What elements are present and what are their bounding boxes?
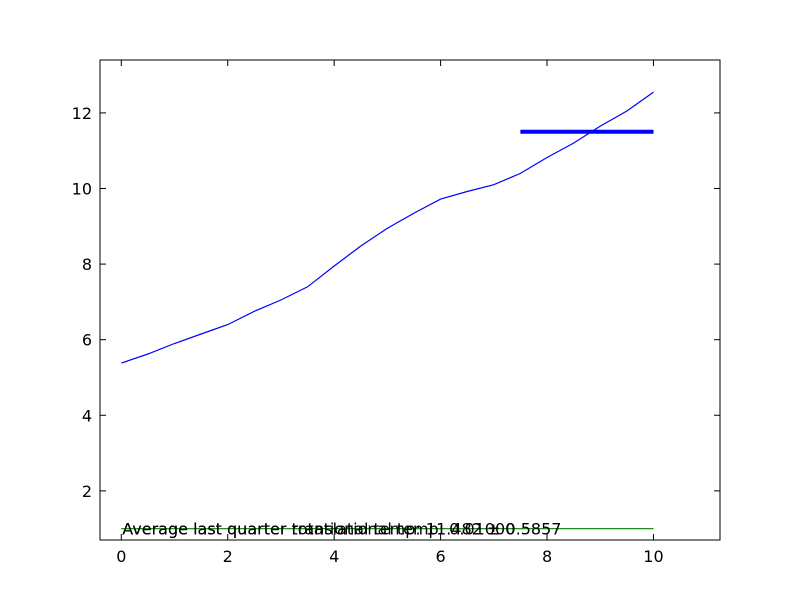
x-tick-label: 6: [436, 547, 446, 566]
y-tick-label: 4: [82, 406, 92, 425]
annotation-text-1: Average last quarter rotational temp: 11…: [122, 520, 561, 539]
annotation-text-2: Average last quarter translational temp:…: [122, 520, 515, 539]
tick-layer: 0 2 4 6 8 10 2 4 6 8 10 12: [72, 60, 720, 566]
x-tick-label: 2: [223, 547, 233, 566]
x-tick-label: 8: [542, 547, 552, 566]
annotation-layer: Average last quarter rotational temp: 11…: [122, 520, 561, 539]
x-tick-label: 0: [116, 547, 126, 566]
plot-area: [100, 60, 720, 540]
y-tick-label: 8: [82, 255, 92, 274]
y-tick-label: 6: [82, 331, 92, 350]
plot-frame: [99, 59, 721, 541]
series-layer: [121, 91, 654, 530]
x-tick-label: 4: [329, 547, 339, 566]
y-tick-label: 10: [72, 180, 92, 199]
y-tick-label: 12: [72, 104, 92, 123]
y-tick-label: 2: [82, 482, 92, 501]
x-tick-label: 10: [643, 547, 663, 566]
series-line-1: [121, 91, 654, 364]
